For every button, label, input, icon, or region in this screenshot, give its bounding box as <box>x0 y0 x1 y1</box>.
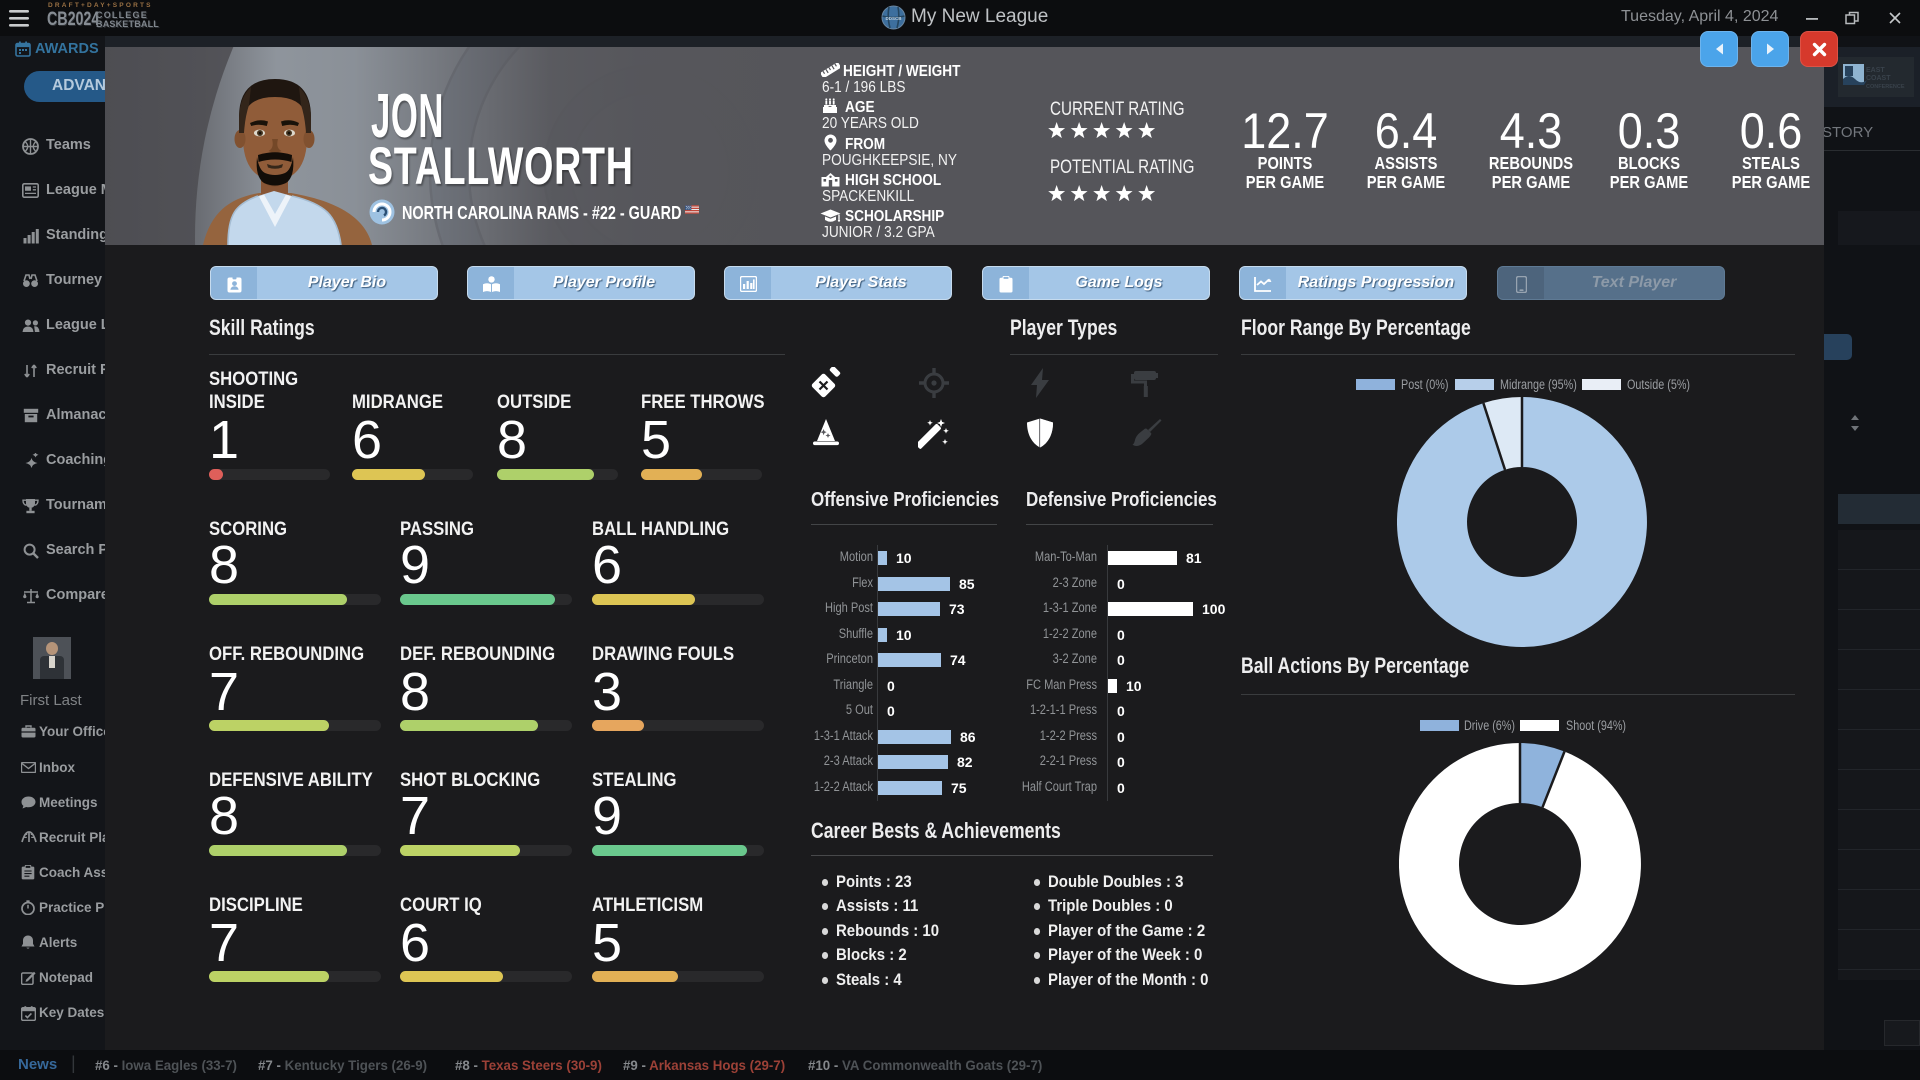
svg-text:COAST: COAST <box>1866 75 1891 82</box>
svg-text:EAST: EAST <box>1866 67 1885 74</box>
svg-text:CONFERENCE: CONFERENCE <box>1866 84 1905 90</box>
svg-text:DDSCB: DDSCB <box>885 16 902 21</box>
